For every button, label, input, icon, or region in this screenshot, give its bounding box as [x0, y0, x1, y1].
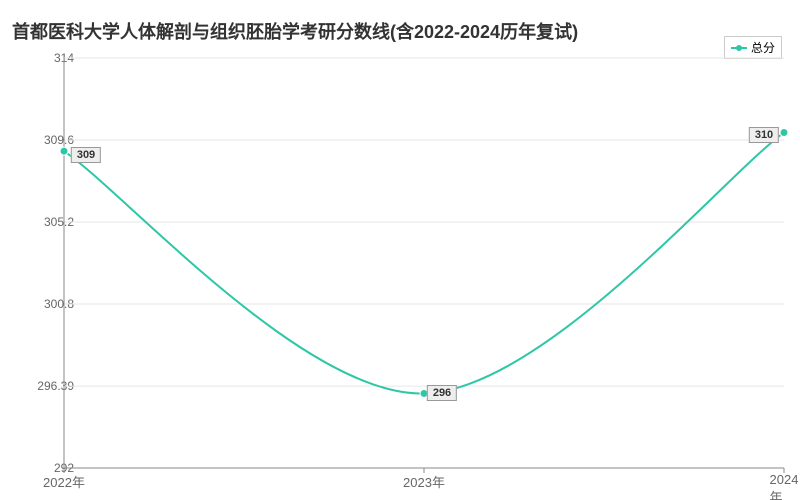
data-point	[780, 129, 788, 137]
legend-label: 总分	[751, 39, 775, 56]
legend: 总分	[724, 36, 782, 59]
plot-svg	[64, 58, 784, 468]
chart-title: 首都医科大学人体解剖与组织胚胎学考研分数线(含2022-2024历年复试)	[12, 18, 578, 44]
series-line	[64, 133, 784, 394]
chart-container: 首都医科大学人体解剖与组织胚胎学考研分数线(含2022-2024历年复试) 总分…	[0, 0, 800, 500]
legend-dot-icon	[736, 45, 742, 51]
data-point	[60, 147, 68, 155]
data-label: 309	[71, 147, 101, 163]
data-label: 310	[749, 127, 779, 143]
plot-area	[64, 58, 784, 468]
x-tick-label: 2024年	[770, 472, 799, 500]
data-label: 296	[427, 385, 457, 401]
x-tick-label: 2023年	[403, 472, 445, 491]
x-tick-label: 2022年	[43, 472, 85, 491]
legend-line-icon	[731, 47, 747, 49]
